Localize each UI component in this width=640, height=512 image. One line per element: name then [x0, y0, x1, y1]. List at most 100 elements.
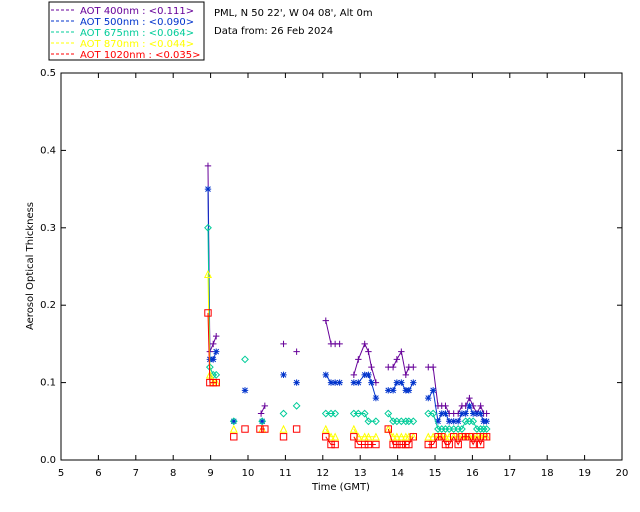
data-point [424, 432, 433, 441]
data-point [331, 409, 340, 418]
data-point [483, 410, 490, 417]
data-point [424, 440, 432, 449]
data-point [385, 387, 392, 394]
series-line [207, 227, 487, 430]
data-point [261, 402, 269, 410]
data-point [203, 269, 212, 278]
data-point [458, 410, 466, 417]
data-point [361, 371, 368, 379]
data-point [476, 440, 485, 449]
data-point [331, 432, 340, 441]
data-point [293, 379, 300, 386]
data-point [479, 425, 488, 433]
data-point [354, 409, 363, 418]
y-axis: 0.0 0.1 0.2 0.3 0.4 0.5 [40, 68, 622, 466]
data-point [230, 418, 237, 425]
data-point [213, 332, 220, 340]
data-point [409, 417, 418, 426]
data-point [397, 440, 406, 449]
data-point [409, 433, 418, 441]
x-tick-label: 13 [354, 468, 367, 479]
x-tick-label: 10 [242, 468, 255, 479]
legend-entry: AOT 1020nm : <0.035> [80, 50, 200, 61]
data-point [458, 425, 466, 433]
x-tick-label: 12 [316, 468, 329, 479]
data-point [469, 410, 477, 417]
data-point [327, 379, 335, 386]
data-point [405, 440, 413, 449]
data-point [429, 363, 437, 371]
y-tick-label: 0.3 [40, 223, 56, 234]
x-tick-label: 7 [133, 468, 139, 479]
data-point [336, 379, 343, 386]
data-point [392, 432, 401, 441]
data-point [458, 433, 466, 441]
data-point [450, 418, 457, 425]
x-axis-label: Time (GMT) [311, 482, 370, 493]
data-point [368, 363, 375, 371]
data-point [259, 418, 266, 425]
series-group [203, 162, 491, 449]
site-info-line-2: Data from: 26 Feb 2024 [214, 26, 333, 37]
data-point [241, 425, 249, 433]
data-point [360, 440, 369, 449]
data-point [477, 402, 484, 410]
data-point [364, 440, 373, 449]
data-point [213, 348, 220, 355]
series-1 [204, 185, 490, 425]
data-point [483, 418, 490, 425]
x-tick-label: 11 [279, 468, 292, 479]
data-point [384, 409, 393, 418]
data-point [256, 425, 264, 433]
data-point [410, 379, 417, 386]
data-point [322, 433, 330, 441]
x-tick-label: 16 [466, 468, 479, 479]
data-point [279, 409, 288, 418]
data-point [462, 410, 469, 417]
data-point [469, 417, 478, 426]
series-4 [204, 309, 491, 449]
data-point [322, 317, 329, 324]
data-point [466, 394, 473, 402]
x-tick-label: 5 [58, 468, 64, 479]
data-point [389, 440, 397, 449]
y-tick-label: 0.5 [40, 68, 56, 79]
data-point [280, 340, 287, 348]
data-point [364, 417, 373, 426]
data-point [241, 387, 249, 394]
legend-box [48, 1, 205, 61]
data-point [469, 440, 477, 449]
series-line [207, 189, 487, 423]
data-point [212, 370, 221, 379]
data-point [279, 424, 288, 433]
data-point [461, 433, 470, 441]
data-point [210, 356, 217, 363]
data-point [327, 440, 335, 449]
data-point [258, 417, 267, 426]
data-point [438, 433, 446, 441]
data-point [429, 387, 437, 394]
data-point [261, 425, 269, 433]
data-point [393, 356, 401, 363]
data-point [384, 424, 393, 433]
series-line [207, 312, 487, 446]
data-point [336, 340, 343, 348]
data-point [393, 379, 401, 386]
y-tick-label: 0.1 [40, 378, 56, 389]
x-tick-label: 18 [541, 468, 554, 479]
data-point [482, 433, 491, 441]
data-point [473, 410, 481, 417]
x-axis: 5 6 7 8 9 10 11 12 13 14 15 16 17 18 19 20 [58, 73, 628, 479]
y-tick-label: 0.2 [40, 300, 56, 311]
data-point [445, 440, 453, 449]
series-line [207, 274, 487, 438]
data-point [372, 394, 380, 402]
data-point [372, 440, 380, 449]
data-point [280, 371, 287, 379]
data-point [398, 348, 405, 355]
legend-entry: AOT 675nm : <0.064> [80, 28, 194, 39]
data-point [482, 425, 491, 433]
data-point [292, 401, 301, 410]
series-0 [204, 162, 490, 417]
x-tick-label: 8 [170, 468, 176, 479]
